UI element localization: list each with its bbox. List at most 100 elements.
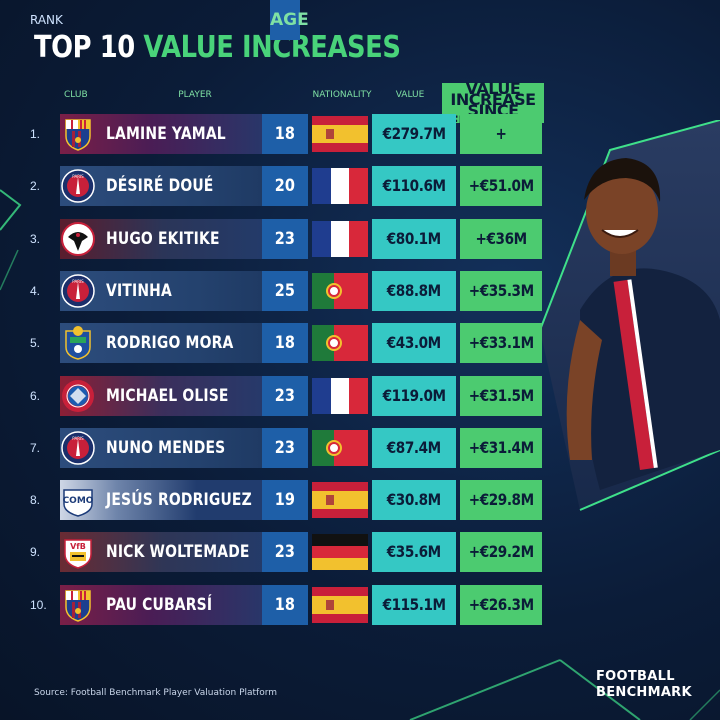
rank-cell: 3. bbox=[30, 231, 41, 246]
increase-amount: +€51.0M bbox=[468, 176, 534, 196]
increase-cell: +€29.8M bbox=[460, 480, 542, 521]
increase-cell: +€51.0M bbox=[460, 166, 542, 207]
table-row: 7. PARIS NUNO MENDES 23 €87.4M +€31.4M bbox=[30, 427, 550, 468]
age-value: 19 bbox=[274, 490, 296, 511]
age-value: 20 bbox=[274, 176, 296, 197]
psg-crest-icon: PARIS bbox=[60, 168, 96, 204]
age-value: 23 bbox=[274, 542, 296, 563]
age-value: 23 bbox=[274, 228, 296, 249]
age-cell: 25 bbox=[262, 270, 308, 311]
value-cell: €279.7M bbox=[372, 114, 456, 154]
value-cell: €35.6M bbox=[372, 532, 456, 573]
player-name: JESÚS RODRIGUEZ bbox=[106, 490, 252, 511]
source-note: Source: Football Benchmark Player Valuat… bbox=[34, 688, 278, 698]
portugal-flag-icon bbox=[312, 325, 368, 362]
table-row: 6. MICHAEL OLISE 23 €119.0M +€31.5M bbox=[30, 375, 550, 416]
increase-cell: +€121.8M bbox=[460, 114, 542, 183]
table-row: 8. COMO JESÚS RODRIGUEZ 19 €30.8M +€29.8M bbox=[30, 480, 550, 521]
age-cell: 23 bbox=[262, 427, 308, 468]
rank-cell: 10. bbox=[30, 597, 47, 612]
value-cell: €43.0M bbox=[372, 323, 456, 364]
como-crest-icon: COMO bbox=[60, 482, 96, 518]
player-name: DÉSIRÉ DOUÉ bbox=[106, 176, 214, 197]
svg-text:VfB: VfB bbox=[70, 542, 86, 551]
value-cell: €119.0M bbox=[372, 375, 456, 416]
player-cell: LAMINE YAMAL bbox=[60, 114, 288, 154]
rank-cell: 8. bbox=[30, 493, 41, 508]
psg-crest-icon: PARIS bbox=[60, 430, 96, 466]
value-cell: €110.6M bbox=[372, 166, 456, 207]
increase-cell: +€33.1M bbox=[460, 323, 542, 364]
age-cell: 20 bbox=[262, 166, 308, 207]
rank-cell: 6. bbox=[30, 388, 41, 403]
age-cell: 18 bbox=[262, 323, 308, 364]
value-amount: €115.1M bbox=[382, 594, 446, 614]
germany-flag-icon bbox=[312, 534, 368, 571]
brand-line1: FOOTBALL bbox=[596, 669, 675, 684]
table-row: 10. PAU CUBARSÍ 18 €115.1M +€26.3M bbox=[30, 584, 550, 625]
svg-text:PARIS: PARIS bbox=[72, 279, 84, 284]
player-cell: PARIS VITINHA bbox=[60, 270, 288, 311]
age-value: 18 bbox=[274, 594, 296, 615]
player-name: PAU CUBARSÍ bbox=[106, 594, 213, 615]
value-amount: €87.4M bbox=[386, 437, 442, 457]
table-row: 4. PARIS VITINHA 25 €88.8M +€35.3M bbox=[30, 270, 550, 311]
age-cell: 18 bbox=[262, 114, 308, 154]
increase-cell: +€36M bbox=[460, 218, 542, 259]
svg-text:PARIS: PARIS bbox=[72, 436, 84, 441]
svg-text:PARIS: PARIS bbox=[72, 174, 84, 179]
barcelona-crest-icon bbox=[60, 116, 96, 152]
player-name: MICHAEL OLISE bbox=[106, 385, 229, 406]
header-age: AGE bbox=[270, 0, 309, 40]
value-cell: €80.1M bbox=[372, 218, 456, 259]
brand-logo: FOOTBALL BENCHMARK bbox=[596, 669, 692, 701]
age-cell: 23 bbox=[262, 218, 308, 259]
barcelona-crest-icon bbox=[60, 587, 96, 623]
increase-cell: +€31.4M bbox=[460, 427, 542, 468]
header-rank: RANK bbox=[30, 13, 63, 27]
value-amount: €35.6M bbox=[386, 542, 442, 562]
player-name: HUGO EKITIKE bbox=[106, 228, 220, 249]
value-amount: €279.7M bbox=[382, 124, 446, 143]
psg-crest-icon: PARIS bbox=[60, 273, 96, 309]
player-cell: VfB NICK WOLTEMADE bbox=[60, 532, 288, 573]
increase-cell: +€31.5M bbox=[460, 375, 542, 416]
age-cell: 23 bbox=[262, 532, 308, 573]
rank-cell: 9. bbox=[30, 545, 41, 560]
spain-flag-icon bbox=[312, 116, 368, 152]
svg-text:COMO: COMO bbox=[63, 496, 94, 506]
table-row: 1. LAMINE YAMAL 18 €279.7M +€121.8M bbox=[30, 114, 550, 183]
bayern-crest-icon bbox=[60, 378, 96, 414]
age-cell: 18 bbox=[262, 584, 308, 625]
increase-cell: +€29.2M bbox=[460, 532, 542, 573]
title-part-white: TOP 10 bbox=[34, 30, 135, 65]
player-photo bbox=[540, 120, 720, 511]
age-value: 18 bbox=[274, 333, 296, 354]
rank-cell: 7. bbox=[30, 440, 41, 455]
player-name: LAMINE YAMAL bbox=[106, 124, 226, 144]
rank-cell: 4. bbox=[30, 283, 41, 298]
value-cell: €115.1M bbox=[372, 584, 456, 625]
value-amount: €110.6M bbox=[382, 176, 446, 196]
table-row: 5. RODRIGO MORA 18 €43.0M +€33.1M bbox=[30, 323, 550, 364]
value-cell: €88.8M bbox=[372, 270, 456, 311]
player-cell: RODRIGO MORA bbox=[60, 323, 288, 364]
player-cell: PARIS DÉSIRÉ DOUÉ bbox=[60, 166, 288, 207]
brand-line2: BENCHMARK bbox=[596, 685, 692, 700]
increase-amount: +€31.4M bbox=[468, 437, 534, 457]
value-cell: €30.8M bbox=[372, 480, 456, 521]
rank-cell: 5. bbox=[30, 336, 41, 351]
increase-amount: +€33.1M bbox=[468, 333, 534, 353]
header-club: CLUB bbox=[64, 90, 88, 100]
france-flag-icon bbox=[312, 377, 368, 414]
player-cell: PARIS NUNO MENDES bbox=[60, 427, 288, 468]
page-title: TOP 10 VALUE INCREASES bbox=[34, 30, 401, 65]
player-cell: COMO JESÚS RODRIGUEZ bbox=[60, 480, 288, 521]
table-row: 2. PARIS DÉSIRÉ DOUÉ 20 €110.6M +€51.0M bbox=[30, 166, 550, 207]
player-cell: MICHAEL OLISE bbox=[60, 375, 288, 416]
value-amount: €80.1M bbox=[386, 228, 442, 248]
player-name: RODRIGO MORA bbox=[106, 333, 234, 354]
france-flag-icon bbox=[312, 168, 368, 205]
stuttgart-crest-icon: VfB bbox=[60, 534, 96, 570]
header-nationality: NATIONALITY bbox=[312, 90, 372, 100]
